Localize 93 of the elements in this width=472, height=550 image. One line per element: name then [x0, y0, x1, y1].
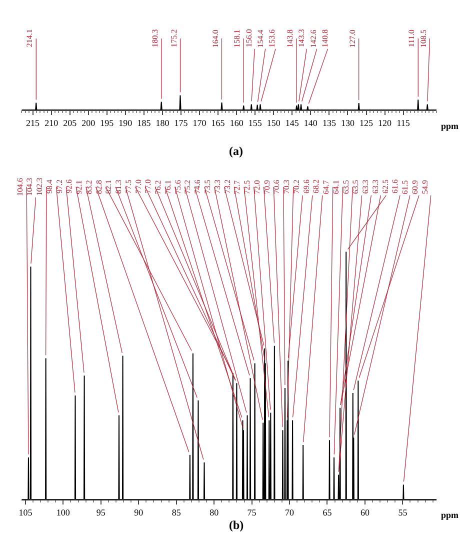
annotation: 54.9: [420, 180, 430, 194]
annotation: 73.2: [222, 179, 232, 194]
x-tick-label: 125: [360, 118, 374, 128]
text: (b): [229, 518, 244, 532]
annotation: 60.9: [410, 180, 420, 194]
x-tick-label: 195: [100, 118, 114, 128]
x-tick-label: 175: [174, 118, 188, 128]
annotation: 164.0: [210, 30, 220, 48]
annotation: 61.6: [390, 179, 400, 194]
annotation: 153.6: [267, 29, 276, 48]
annotation: 62.5: [380, 180, 390, 194]
annotation: 140.8: [320, 29, 330, 48]
annotation: 214.1: [25, 29, 34, 48]
annotation: 75.2: [183, 180, 192, 194]
x-tick-label: 90: [134, 507, 144, 518]
annotation: 70.2: [292, 180, 301, 194]
annotation: 70.3: [282, 180, 292, 194]
annotation: 180.3: [150, 29, 160, 48]
x-tick-label: 130: [340, 118, 355, 128]
annotation: 98.4: [44, 180, 54, 194]
x-tick-label: 115: [396, 118, 410, 128]
x-tick-label: 180: [156, 118, 170, 128]
x-tick-label: 100: [56, 507, 70, 518]
annotation: 70.6: [272, 180, 282, 194]
annotation: 92.6: [64, 179, 74, 194]
x-tick-label: 160: [230, 118, 244, 128]
annotation: 73.3: [212, 180, 222, 194]
annotation: 70.9: [262, 180, 272, 194]
annotation: 154.4: [256, 30, 265, 48]
x-tick-label: 60: [360, 507, 370, 518]
x-tick-label: 190: [118, 118, 133, 128]
x-tick-label: 55: [398, 507, 408, 518]
annotation: 64.7: [322, 180, 331, 194]
annotation: 104.6: [15, 178, 24, 196]
annotation: 81.3: [114, 180, 124, 194]
annotation: 76.2: [154, 180, 163, 194]
x-tick-label: 150: [266, 118, 281, 128]
x-axis-title: ppm: [441, 510, 460, 520]
annotation: 143.8: [286, 30, 295, 48]
x-tick-label: 120: [378, 118, 392, 128]
x-axis-title: ppm: [441, 121, 460, 131]
x-tick-label: 145: [285, 118, 300, 128]
x-tick-label: 155: [248, 118, 262, 128]
x-tick-label: 80: [210, 507, 220, 518]
x-tick-label: 105: [18, 507, 33, 518]
annotation: 63.5: [351, 180, 360, 194]
annotation: 142.6: [308, 30, 318, 48]
annotation: 76.1: [163, 180, 172, 194]
annotation: 82.1: [104, 180, 114, 194]
annotation: 72.7: [232, 180, 242, 194]
x-tick-label: 95: [96, 507, 106, 518]
annotation: 73.5: [202, 180, 212, 194]
annotation: 63.3: [370, 180, 380, 194]
annotation: 82.8: [94, 180, 104, 194]
x-tick-label: 75: [247, 507, 257, 518]
x-tick-label: 200: [82, 118, 96, 128]
annotation: 77.0: [144, 179, 153, 194]
annotation: 83.2: [84, 180, 94, 194]
annotation: 102.3: [35, 178, 44, 196]
annotation: 77.5: [124, 180, 133, 194]
annotation: 63.3: [361, 180, 370, 194]
annotation: 61.5: [400, 180, 410, 194]
annotation: 104.3: [25, 178, 34, 196]
annotation: 74.6: [193, 180, 202, 194]
x-tick-label: 210: [44, 118, 59, 128]
x-tick-label: 205: [63, 118, 78, 128]
annotation: 69.6: [302, 179, 311, 194]
annotation: 127.0: [348, 30, 357, 48]
annotation: 97.2: [54, 179, 64, 194]
x-tick-label: 170: [192, 118, 207, 128]
annotation: 156.0: [244, 29, 254, 48]
x-tick-label: 65: [322, 507, 332, 518]
annotation: 68.2: [312, 179, 321, 194]
annotation: 64.1: [331, 180, 340, 194]
x-tick-label: 140: [304, 118, 318, 128]
x-tick-label: 185: [137, 118, 152, 128]
annotation: 72.5: [242, 180, 252, 194]
annotation: 77.0: [134, 180, 143, 194]
text: (a): [229, 144, 243, 158]
annotation: 92.1: [74, 180, 84, 194]
annotation: 72.0: [252, 180, 262, 194]
x-tick-label: 135: [322, 118, 336, 128]
x-tick-label: 215: [26, 118, 40, 128]
annotation: 143.3: [297, 29, 306, 48]
annotation: 63.5: [341, 180, 350, 194]
annotation: 111.0: [407, 30, 416, 48]
x-tick-label: 85: [172, 507, 182, 518]
annotation: 75.6: [173, 180, 182, 194]
x-tick-label: 70: [285, 507, 295, 518]
annotation: 158.1: [232, 30, 242, 48]
x-tick-label: 165: [211, 118, 226, 128]
annotation: 175.2: [169, 29, 178, 48]
annotation: 108.5: [418, 30, 428, 48]
